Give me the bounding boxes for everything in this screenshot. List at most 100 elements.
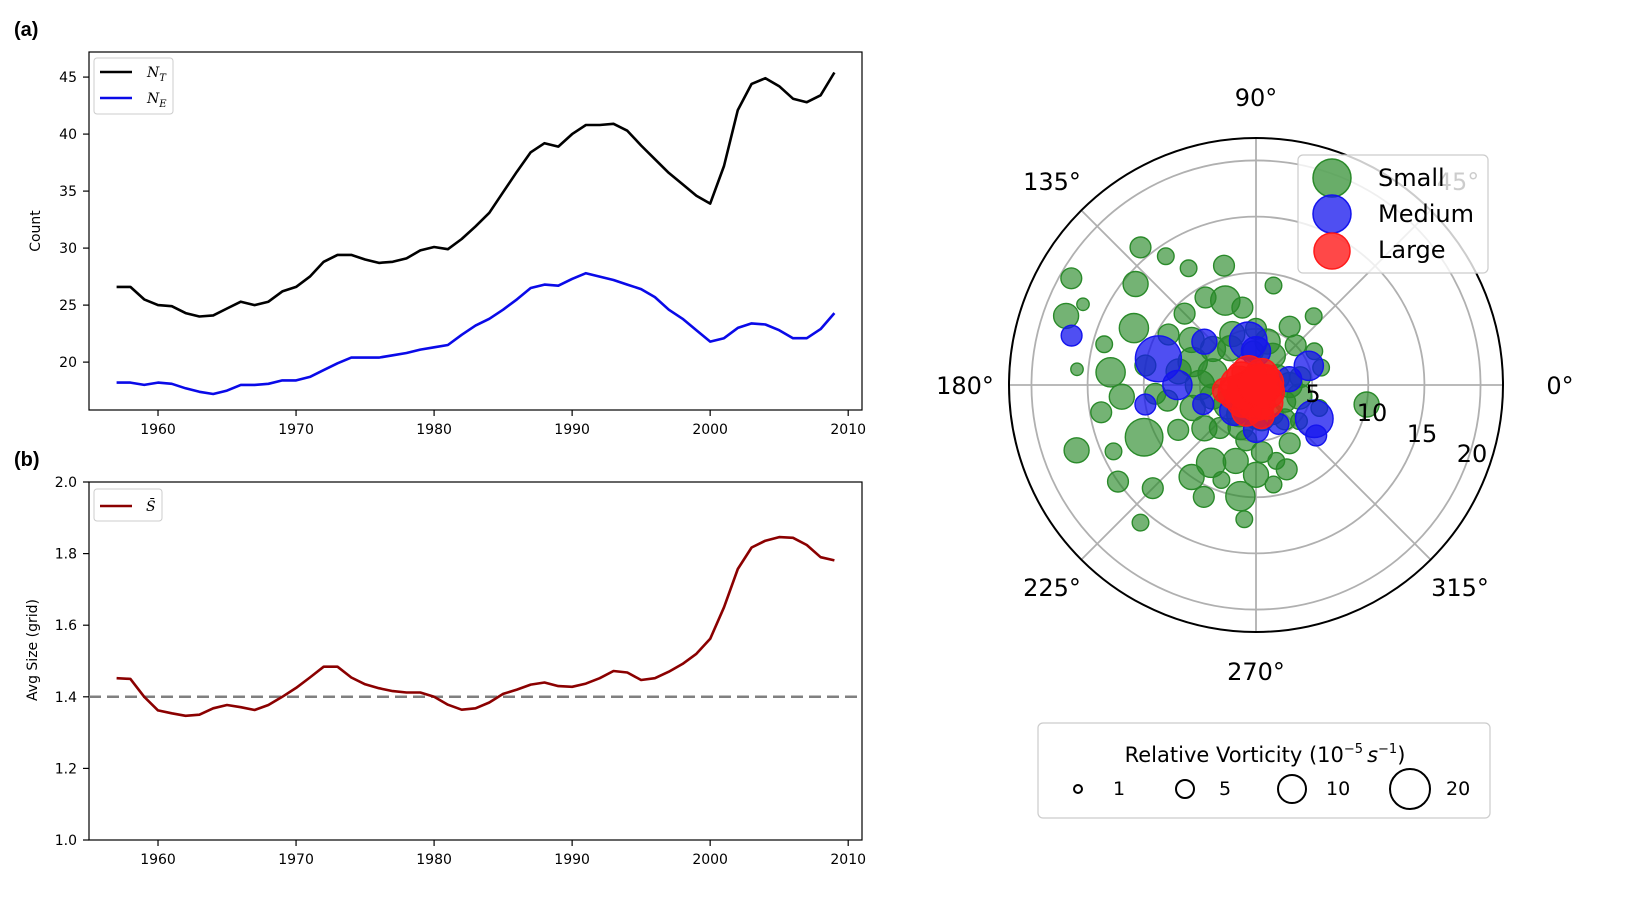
- polar-point-small: [1060, 267, 1083, 290]
- polar-point-small: [1278, 315, 1301, 338]
- b-ytick-label: 2.0: [55, 475, 77, 491]
- panel-b-frame: [88, 481, 863, 841]
- legend-label-ne: NE: [146, 91, 167, 110]
- panel-b-label: (b): [14, 449, 40, 471]
- polar-point-small: [1179, 259, 1198, 278]
- polar-frame: [1008, 137, 1504, 633]
- polar-point-small: [1212, 471, 1231, 490]
- a-xtick-label: 1960: [140, 422, 176, 438]
- size-marker-10: [1277, 774, 1307, 804]
- polar-point-small: [1124, 417, 1164, 457]
- polar-point-small: [1235, 510, 1254, 529]
- polar-point-small: [1278, 432, 1301, 455]
- polar-point-medium: [1162, 369, 1193, 401]
- size-legend-title: Relative Vorticity (10−5 s−1): [1125, 742, 1406, 767]
- a-xtick-label: 2010: [830, 422, 866, 438]
- polar-point-medium: [1134, 393, 1157, 416]
- size-marker-1: [1073, 784, 1083, 794]
- polar-point-small: [1063, 437, 1090, 464]
- polar-legend: Small Medium Large: [1297, 154, 1489, 274]
- size-legend: Relative Vorticity (10−5 s−1) 1 5 10 20: [1037, 722, 1491, 819]
- panel-a-ylabel: Count: [28, 210, 44, 252]
- polar-r-ticks: 5 10 15 20: [1305, 380, 1487, 468]
- panel-b: (b) Avg Size (grid) 1960 1970 1980 1990 2000…: [14, 449, 866, 868]
- a-ytick-label: 40: [59, 127, 77, 143]
- panel-a-xticks: 1960 1970 1980 1990 2000 2010: [140, 410, 866, 438]
- polar-point-small: [1076, 297, 1090, 312]
- legend-label-medium: Medium: [1378, 200, 1474, 228]
- polar-points: [1052, 236, 1380, 532]
- polar-theta-label: 90°: [1235, 84, 1278, 112]
- size-legend-box: [1037, 722, 1491, 819]
- polar-r-label: 20: [1457, 440, 1488, 468]
- size-label-10: 10: [1326, 778, 1350, 800]
- polar-theta-label: 135°: [1023, 168, 1081, 196]
- b-xtick-label: 2000: [692, 852, 728, 868]
- polar-point-medium: [1305, 424, 1328, 447]
- polar-point-large: [1248, 402, 1275, 430]
- polar-point-small: [1052, 302, 1080, 330]
- size-label-1: 1: [1113, 778, 1125, 800]
- panel-a-legend: NT NE: [93, 57, 174, 115]
- a-ytick-label: 35: [59, 184, 77, 200]
- a-ytick-label: 25: [59, 298, 77, 314]
- polar-r-label: 5: [1305, 380, 1320, 408]
- size-label-5: 5: [1219, 778, 1231, 800]
- polar-point-small: [1118, 312, 1150, 344]
- panel-a: (a) Count 1960 1970 1980 1990 2000 2010 20 25 3…: [14, 19, 866, 438]
- b-ytick-label: 1.0: [55, 833, 77, 849]
- a-xtick-label: 1970: [278, 422, 314, 438]
- b-xtick-label: 1970: [278, 852, 314, 868]
- polar-point-small: [1194, 286, 1217, 309]
- b-series-line-0: [116, 535, 835, 718]
- polar-theta-label: 315°: [1431, 574, 1489, 602]
- polar-point-small: [1106, 470, 1130, 493]
- polar-point-small: [1304, 307, 1323, 326]
- polar-point-large: [1211, 377, 1239, 404]
- size-marker-5: [1175, 779, 1195, 799]
- polar-point-small: [1242, 461, 1270, 488]
- polar-point-small: [1192, 485, 1215, 508]
- b-xtick-label: 1990: [554, 852, 590, 868]
- a-series-line-0: [116, 71, 836, 318]
- polar-point-small: [1141, 477, 1164, 500]
- polar-theta-label: 180°: [936, 372, 994, 400]
- polar-point-small: [1173, 302, 1196, 325]
- polar-theta-label: 0°: [1546, 372, 1573, 400]
- b-xtick-label: 2010: [830, 852, 866, 868]
- panel-b-series: [116, 535, 835, 718]
- panel-b-xticks: 1960 1970 1980 1990 2000 2010: [140, 840, 866, 868]
- polar-theta-ticks: 0°45°90°135°180°225°270°315°: [936, 84, 1574, 686]
- polar-r-label: 15: [1407, 420, 1438, 448]
- polar-point-small: [1212, 254, 1236, 277]
- panel-a-frame: [88, 51, 863, 411]
- panel-b-yticks: 1.0 1.2 1.4 1.6 1.8 2.0: [55, 475, 89, 849]
- legend-marker-large: [1313, 232, 1351, 270]
- panel-a-label: (a): [14, 19, 38, 41]
- b-ytick-label: 1.8: [55, 547, 77, 563]
- polar-point-small: [1070, 362, 1084, 377]
- polar-point-medium: [1134, 335, 1183, 383]
- legend-label-nt: NT: [146, 65, 167, 84]
- polar-point-small: [1095, 356, 1126, 388]
- size-label-20: 20: [1446, 778, 1470, 800]
- b-xtick-label: 1980: [416, 852, 452, 868]
- b-ytick-label: 1.6: [55, 618, 77, 634]
- panel-b-ylabel: Avg Size (grid): [25, 599, 41, 701]
- legend-label-small: Small: [1378, 164, 1445, 192]
- polar-point-small: [1178, 463, 1205, 491]
- polar-point-small: [1264, 276, 1283, 295]
- polar-point-small: [1167, 418, 1190, 441]
- polar-point-small: [1122, 270, 1149, 298]
- polar-point-small: [1353, 391, 1380, 418]
- polar-point-medium: [1060, 324, 1083, 347]
- b-ytick-label: 1.2: [55, 761, 77, 777]
- polar-point-small: [1225, 480, 1256, 512]
- polar-point-medium: [1293, 350, 1325, 382]
- polar-point-large: [1237, 363, 1281, 407]
- polar-point-small: [1131, 513, 1150, 532]
- a-xtick-label: 1990: [554, 422, 590, 438]
- legend-marker-small: [1312, 158, 1352, 198]
